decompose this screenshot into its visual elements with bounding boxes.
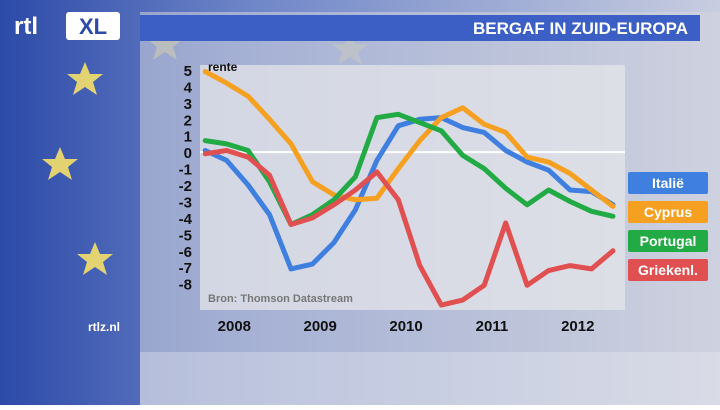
x-tick-label: 2011 xyxy=(476,318,509,335)
y-tick-label: -5 xyxy=(179,227,192,244)
logo-badge-bg xyxy=(66,12,120,40)
legend-label: Griekenl. xyxy=(638,262,698,278)
site: rtlz.nl xyxy=(88,320,120,334)
legend-swatch xyxy=(628,230,708,252)
y-axis-label: rente xyxy=(208,60,238,74)
y-tick-label: 0 xyxy=(184,145,192,162)
logo: rtl xyxy=(14,13,38,40)
y-tick-label: -1 xyxy=(179,162,192,179)
y-tick-label: 3 xyxy=(184,96,192,113)
legend-swatch xyxy=(628,259,708,281)
y-tick-label: 1 xyxy=(184,129,192,146)
series-line xyxy=(202,148,616,308)
x-tick-label: 2009 xyxy=(304,318,337,335)
legend-label: Italië xyxy=(652,175,684,191)
y-tick-label: 4 xyxy=(184,79,193,96)
title-bar xyxy=(140,15,700,41)
series-line xyxy=(202,69,616,209)
source: Bron: Thomson Datastream xyxy=(208,293,353,305)
x-tick-label: 2010 xyxy=(389,318,422,335)
plot-area xyxy=(200,65,625,310)
y-tick-label: -3 xyxy=(179,194,192,211)
legend-label: Cyprus xyxy=(644,204,692,220)
x-tick-label: 2012 xyxy=(561,318,594,335)
legend-swatch xyxy=(628,172,708,194)
y-tick-label: -8 xyxy=(179,277,192,294)
logo-badge: XL xyxy=(79,14,107,39)
y-tick-label: -7 xyxy=(179,260,192,277)
y-tick-label: 5 xyxy=(184,63,192,80)
x-tick-label: 2008 xyxy=(218,318,251,335)
legend-swatch xyxy=(628,201,708,223)
chart-title: BERGAF IN ZUID-EUROPA xyxy=(473,19,688,38)
bottom-band xyxy=(140,352,720,405)
y-tick-label: -4 xyxy=(179,211,193,228)
legend-label: Portugal xyxy=(640,233,697,249)
y-tick-label: 2 xyxy=(184,112,192,129)
y-tick-label: -2 xyxy=(179,178,192,195)
y-tick-label: -6 xyxy=(179,244,192,261)
series-line xyxy=(202,115,616,272)
